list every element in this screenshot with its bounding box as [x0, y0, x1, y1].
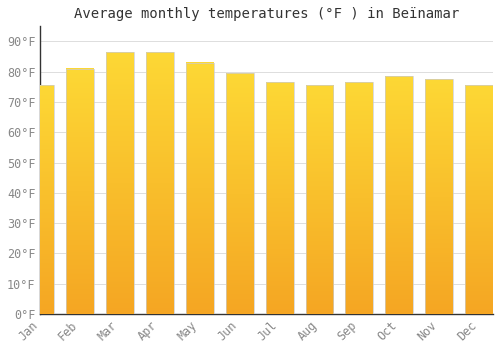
Bar [266, 82, 293, 314]
Bar [386, 76, 413, 314]
Bar [66, 69, 94, 314]
Bar [26, 85, 54, 314]
Bar [186, 63, 214, 314]
Bar [146, 52, 174, 314]
Title: Average monthly temperatures (°F ) in Beïnamar: Average monthly temperatures (°F ) in Be… [74, 7, 460, 21]
Bar [465, 85, 493, 314]
Bar [226, 73, 254, 314]
Bar [346, 82, 374, 314]
Bar [106, 52, 134, 314]
Bar [306, 85, 334, 314]
Bar [425, 79, 453, 314]
